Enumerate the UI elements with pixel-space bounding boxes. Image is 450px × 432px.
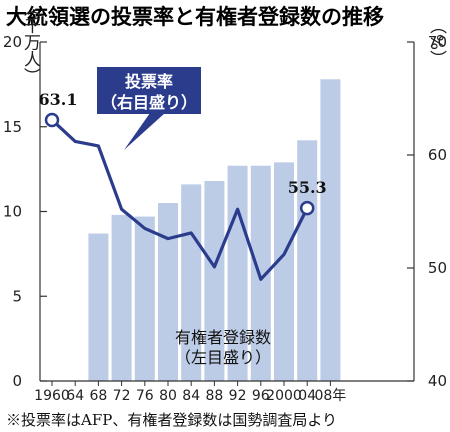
x-tick-label: 80	[159, 388, 177, 404]
bar-80	[158, 203, 178, 381]
x-tick-label: 84	[182, 388, 200, 404]
x-tick-label: 76	[136, 388, 154, 404]
left-tick-label: 20	[3, 33, 22, 51]
x-tick-label: 96	[252, 388, 270, 404]
data-label-1960: 63.1	[39, 90, 78, 109]
right-axis-unit-label: （%）	[426, 17, 447, 67]
data-labels: 63.1 55.3	[39, 90, 327, 197]
left-axis-unit-label: （千万人）	[20, 0, 41, 85]
left-tick-label: 0	[12, 372, 22, 390]
turnout-legend-pointer	[124, 113, 165, 150]
turnout-line	[50, 118, 309, 281]
left-tick-label: 10	[3, 203, 22, 221]
x-tick-label: 1960	[34, 388, 70, 404]
x-tick-label: 08年	[314, 388, 346, 404]
voters-legend: 有権者登録数 （左目盛り）	[175, 328, 271, 367]
voters-legend-axis-note: （左目盛り）	[175, 348, 271, 367]
x-tick-label: 72	[113, 388, 131, 404]
left-tick-label: 15	[3, 118, 22, 136]
right-tick-label: 70	[428, 33, 447, 51]
bar-2000	[274, 162, 294, 381]
source-note: ※投票率はAFP、有権者登録数は国勢調査局より	[6, 411, 337, 429]
data-label-04: 55.3	[288, 178, 327, 197]
right-tick-label: 60	[428, 146, 447, 164]
bar-96	[250, 165, 271, 381]
bar-72	[111, 214, 132, 381]
x-tick-label: 64	[66, 388, 84, 404]
x-tick-label: 68	[89, 388, 107, 404]
x-tick-label: 2000	[266, 388, 302, 404]
x-tick-label: 04	[298, 388, 316, 404]
bar-08年	[320, 79, 341, 381]
bar-series	[88, 79, 341, 381]
left-tick-label: 5	[12, 287, 22, 305]
turnout-line-series	[44, 112, 315, 281]
right-tick-label: 40	[428, 372, 447, 390]
turnout-legend-axis-note: （右目盛り）	[101, 93, 197, 112]
right-tick-label: 50	[428, 259, 447, 277]
right-axis-ticks: 40 50 60 70	[407, 33, 447, 390]
turnout-marker-1960	[44, 112, 60, 128]
turnout-legend-title: 投票率	[125, 72, 173, 91]
turnout-marker-04	[299, 200, 315, 216]
bar-04	[297, 140, 318, 381]
bar-68	[88, 233, 109, 381]
voters-legend-title: 有権者登録数	[175, 328, 271, 347]
left-axis-ticks: 0 5 10 15 20	[3, 33, 47, 390]
bar-76	[134, 216, 155, 381]
turnout-legend: 投票率 （右目盛り）	[97, 67, 201, 150]
x-tick-label: 92	[229, 388, 247, 404]
x-tick-label: 88	[205, 388, 223, 404]
turnout-legend-box	[97, 67, 201, 114]
chart-title: 大統領選の投票率と有権者登録数の推移	[6, 5, 384, 29]
bar-88	[204, 180, 225, 381]
